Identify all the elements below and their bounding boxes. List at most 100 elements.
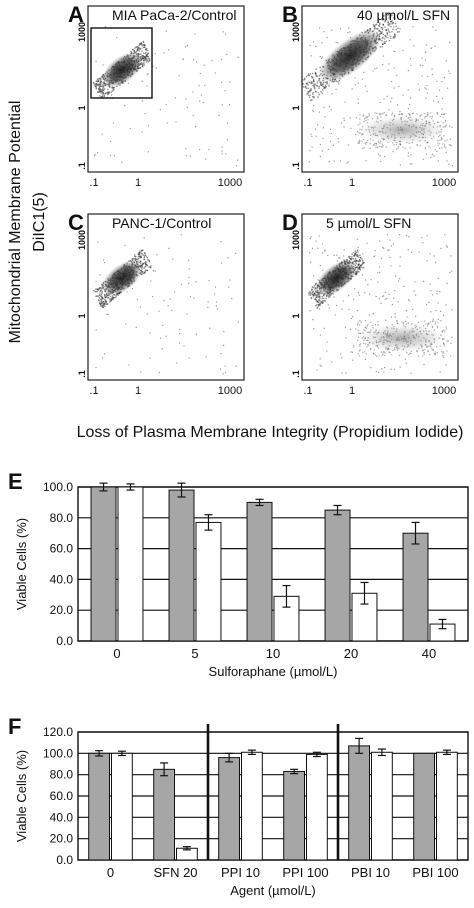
scatter-dot	[405, 362, 407, 365]
scatter-dot	[220, 241, 222, 243]
scatter-dot	[142, 55, 145, 58]
scatter-dot	[362, 138, 364, 141]
scatter-dot	[375, 24, 377, 26]
scatter-dot	[331, 29, 333, 31]
scatter-dot	[449, 72, 451, 75]
scatter-dot	[204, 84, 206, 86]
scatter-dot	[381, 31, 383, 33]
scatter-dot	[428, 322, 430, 324]
scatter-dot	[100, 289, 102, 292]
scatter-dot	[408, 354, 410, 356]
scatter-dot	[358, 259, 360, 261]
scatter-dot	[96, 83, 98, 85]
scatter-dot	[101, 305, 103, 308]
scatter-dot	[355, 272, 357, 274]
scatter-dot	[311, 82, 313, 84]
scatter-dot	[337, 138, 339, 140]
scatter-dot	[318, 298, 320, 301]
scatter-dot	[324, 250, 326, 252]
bar-y-tick-label: 20.0	[50, 603, 74, 617]
scatter-dot	[326, 82, 328, 84]
scatter-dot	[155, 67, 157, 69]
scatter-dot	[147, 151, 149, 153]
scatter-dot	[152, 270, 155, 272]
scatter-dot	[369, 143, 371, 145]
scatter-dot	[446, 139, 448, 141]
scatter-dot	[426, 114, 429, 116]
flow-panel-label: 5 µmol/L SFN	[326, 215, 411, 231]
scatter-dot	[354, 288, 356, 290]
scatter-dot	[322, 269, 324, 271]
scatter-dot	[95, 291, 97, 293]
scatter-dot	[432, 26, 434, 28]
scatter-dot	[139, 256, 142, 259]
scatter-dot	[100, 81, 102, 83]
scatter-dot	[335, 88, 337, 90]
scatter-dot	[377, 321, 379, 323]
scatter-dot	[311, 135, 313, 137]
scatter-dot	[102, 89, 105, 91]
scatter-dot	[386, 29, 388, 32]
scatter-dot	[314, 287, 317, 289]
scatter-dot	[318, 85, 320, 88]
scatter-dot	[158, 310, 160, 312]
scatter-dot	[182, 58, 184, 60]
scatter-dot	[427, 350, 429, 352]
flow-y-tick-label: 1	[291, 105, 301, 110]
scatter-dot	[100, 85, 103, 88]
scatter-dot	[443, 135, 445, 137]
scatter-dot	[450, 342, 452, 345]
scatter-dot	[421, 237, 423, 239]
scatter-dot	[375, 142, 377, 144]
scatter-dot	[441, 97, 444, 100]
scatter-dot	[94, 83, 96, 85]
scatter-dot	[223, 344, 225, 346]
scatter-dot	[308, 161, 310, 163]
scatter-dot	[101, 297, 104, 299]
scatter-dot	[365, 143, 367, 145]
scatter-dot	[97, 299, 100, 301]
scatter-dot	[389, 35, 392, 37]
scatter-dot	[322, 302, 324, 304]
scatter-dot	[318, 235, 320, 237]
scatter-dot	[100, 305, 102, 307]
scatter-dot	[322, 83, 324, 85]
scatter-dot	[100, 295, 102, 297]
bar-y-title: Viable Cells (%)	[14, 750, 29, 842]
scatter-dot	[104, 294, 106, 296]
scatter-dot	[145, 255, 147, 257]
scatter-dot	[335, 41, 337, 43]
scatter-dot	[145, 262, 147, 265]
scatter-dot	[307, 90, 309, 93]
scatter-dot	[314, 284, 317, 286]
scatter-dot	[98, 88, 100, 90]
scatter-dot	[329, 296, 331, 298]
scatter-dot	[390, 12, 392, 15]
scatter-dot	[334, 314, 336, 316]
scatter-dot	[105, 301, 107, 303]
scatter-dot	[344, 101, 346, 103]
scatter-dot	[355, 259, 357, 261]
scatter-dot	[328, 85, 330, 87]
bar	[402, 532, 429, 642]
panel-letter-f: F	[8, 714, 21, 739]
scatter-dot	[319, 364, 321, 366]
scatter-dot	[101, 95, 104, 97]
flow-panel-label: 40 µmol/L SFN	[357, 7, 450, 23]
scatter-dot	[99, 88, 101, 90]
scatter-dot	[448, 163, 450, 165]
scatter-dot	[362, 114, 365, 116]
scatter-dot	[385, 146, 388, 148]
scatter-dot	[196, 61, 198, 63]
scatter-dot	[131, 258, 134, 260]
scatter-dot	[105, 92, 107, 94]
scatter-dot	[357, 270, 359, 272]
scatter-dot	[309, 44, 311, 47]
scatter-dot	[135, 326, 137, 328]
scatter-dot	[189, 155, 191, 157]
scatter-dot	[139, 260, 141, 263]
scatter-dot	[402, 322, 405, 325]
scatter-dot	[137, 258, 139, 261]
scatter-dot	[99, 290, 101, 293]
scatter-dot	[320, 300, 323, 303]
